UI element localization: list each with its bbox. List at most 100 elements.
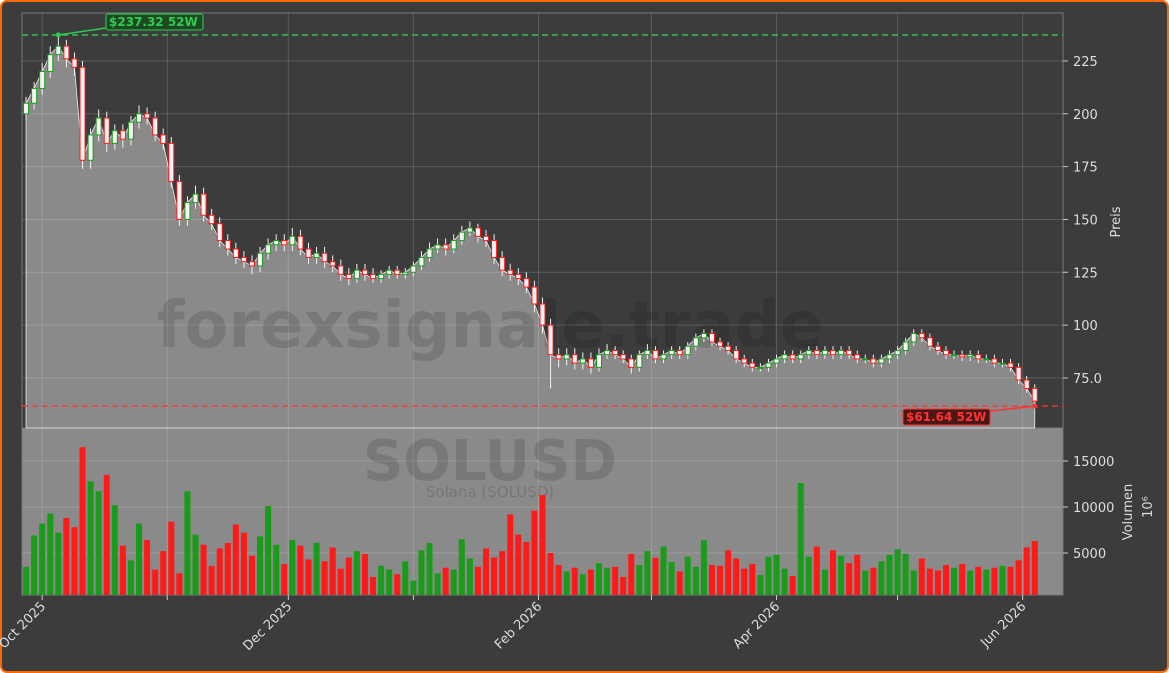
watermark: forexsignale.trade xyxy=(157,289,824,363)
volume-bar xyxy=(797,483,804,595)
volume-bar xyxy=(394,574,401,595)
candle-body xyxy=(708,333,715,343)
candle-body xyxy=(466,227,473,233)
candle-body xyxy=(700,333,707,339)
candle-body xyxy=(184,202,191,220)
volume-bar xyxy=(725,550,732,595)
volume-bar xyxy=(975,566,982,595)
volume-bar xyxy=(305,559,312,595)
volume-bar xyxy=(1031,541,1038,595)
volume-bar xyxy=(474,566,481,595)
volume-bar xyxy=(418,550,425,595)
volume-bar xyxy=(434,573,441,595)
volume-bar xyxy=(878,561,885,595)
candle-body xyxy=(733,349,740,360)
volume-bar xyxy=(604,567,611,595)
candle-body xyxy=(838,349,845,356)
volume-bar xyxy=(329,547,336,595)
candle-body xyxy=(579,358,586,364)
candle-body xyxy=(539,303,546,326)
volume-bar xyxy=(547,553,554,595)
volume-bar xyxy=(983,569,990,595)
y2-axis-label: Volumen xyxy=(1121,484,1136,541)
candle-body xyxy=(717,341,724,347)
candle-body xyxy=(781,354,788,360)
candle-body xyxy=(370,273,377,280)
volume-bar xyxy=(273,544,280,595)
volume-bar xyxy=(838,555,845,595)
volume-bar xyxy=(523,541,530,595)
candle-body xyxy=(886,354,893,360)
volume-bar xyxy=(337,568,344,595)
volume-bar xyxy=(192,534,199,595)
volume-bar xyxy=(103,474,110,595)
candle-body xyxy=(450,240,457,250)
volume-bar xyxy=(378,565,385,595)
candle-body xyxy=(652,349,659,360)
candle-body xyxy=(660,354,667,360)
candle-body xyxy=(918,333,925,339)
volume-bar xyxy=(370,576,377,595)
watermark-symbol: SOLUSD xyxy=(363,429,617,494)
volume-bar xyxy=(281,564,288,595)
candle-body xyxy=(967,354,974,358)
candle-body xyxy=(127,121,134,140)
volume-bar xyxy=(717,565,724,595)
volume-bar xyxy=(821,569,828,595)
candle-body xyxy=(361,269,368,275)
candle-body xyxy=(458,231,465,242)
annotation-label: $237.32 52W xyxy=(109,15,198,29)
y-tick-label: 225 xyxy=(1073,55,1098,70)
candle-body xyxy=(902,341,909,351)
annotation-box xyxy=(902,408,991,426)
candle-body xyxy=(725,345,732,351)
volume-bar xyxy=(1007,566,1014,595)
volume-bar xyxy=(531,510,538,595)
annotation-arrow-head xyxy=(1032,403,1038,409)
volume-bar xyxy=(571,567,578,595)
volume-bar xyxy=(902,553,909,595)
candle-body xyxy=(765,362,772,368)
volume-bar xyxy=(87,481,94,595)
candle-body xyxy=(821,349,828,356)
volume-bar xyxy=(200,544,207,595)
volume-bar xyxy=(152,569,159,595)
y-tick-label: 175 xyxy=(1073,161,1098,176)
volume-bar xyxy=(458,539,465,595)
volume-bar xyxy=(224,542,231,595)
volume-bar xyxy=(466,558,473,595)
volume-bar xyxy=(402,561,409,595)
volume-bar xyxy=(620,576,627,595)
candle-body xyxy=(620,354,627,360)
candle-body xyxy=(103,117,110,144)
candle-body xyxy=(39,71,46,89)
annotation-box xyxy=(105,13,204,31)
volume-bar xyxy=(805,556,812,595)
candle-body xyxy=(281,240,288,246)
candle-body xyxy=(1023,379,1030,389)
volume-bar xyxy=(539,495,546,595)
candle-body xyxy=(959,354,966,358)
volume-bar xyxy=(95,491,102,595)
candle-body xyxy=(337,265,344,275)
candle-body xyxy=(111,130,118,144)
volume-bar xyxy=(184,491,191,595)
candle-body xyxy=(676,349,683,356)
candle-body xyxy=(329,261,336,267)
candle-body xyxy=(119,130,126,140)
y-axis-label: Preis xyxy=(1109,206,1124,237)
candle-body xyxy=(499,256,506,271)
candle-body xyxy=(353,269,360,280)
candle-body xyxy=(168,142,175,182)
volume-bar xyxy=(934,570,941,595)
candle-body xyxy=(563,354,570,360)
candle-body xyxy=(531,286,538,305)
candle-body xyxy=(305,248,312,258)
candle-body xyxy=(983,358,990,361)
candle-body xyxy=(483,235,490,242)
volume-bar xyxy=(595,563,602,595)
grid-layer xyxy=(22,13,1063,595)
volume-bar xyxy=(991,567,998,595)
